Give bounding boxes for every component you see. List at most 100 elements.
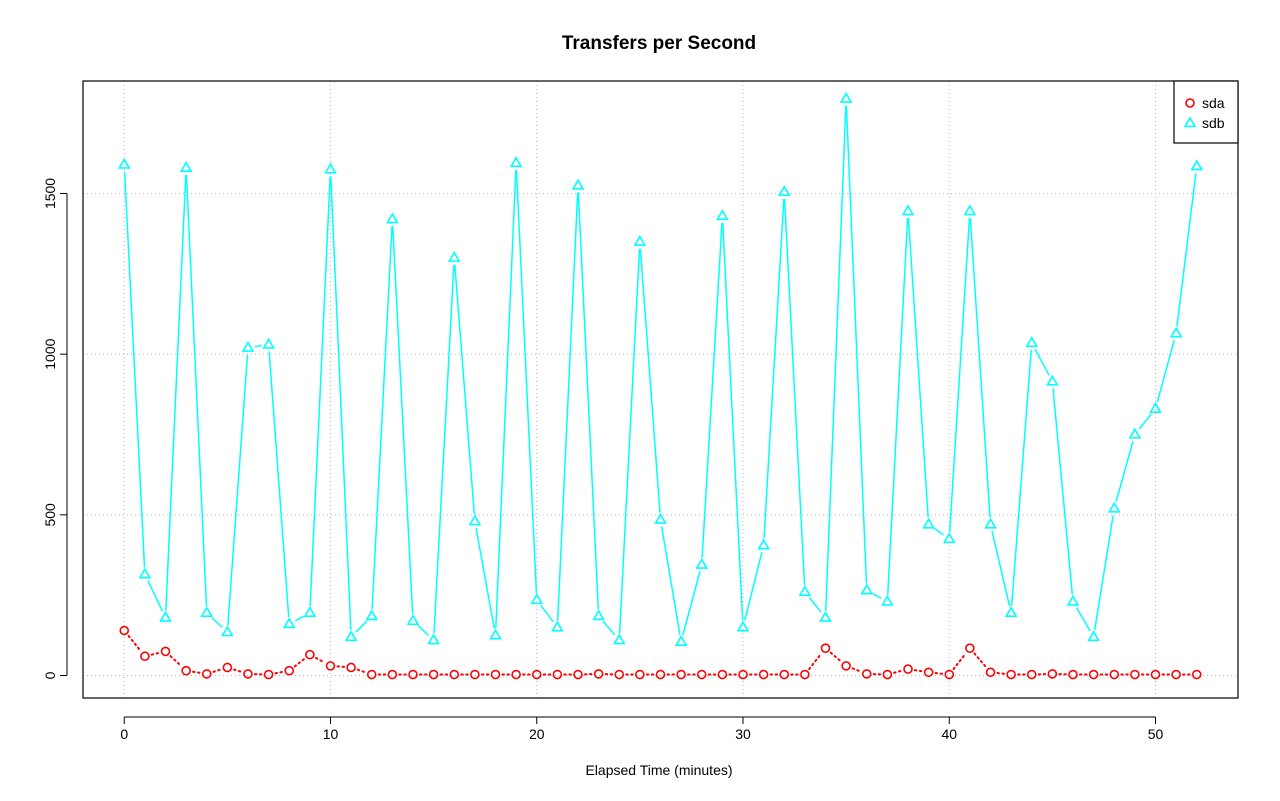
series-sdb-segment [1052, 388, 1074, 595]
series-sdb-segment [1156, 339, 1176, 403]
series-sda-segment [934, 672, 944, 675]
data-point-sdb [1025, 336, 1039, 348]
data-point-sda [696, 669, 707, 680]
series-sdb-segment [763, 198, 785, 539]
legend-marker-sdb [1183, 116, 1197, 128]
series-sdb-segment [1010, 349, 1032, 606]
series-sda [119, 625, 1202, 680]
series-sdb-segment [454, 264, 476, 515]
data-point-sdb [1004, 606, 1018, 618]
data-point-sda [573, 669, 583, 680]
data-point-sda [903, 664, 913, 674]
series-sdb-segment [268, 351, 290, 618]
series-sdb-segment [540, 605, 554, 623]
series-sdb-segment [808, 596, 822, 613]
data-point-sdb [489, 628, 502, 640]
data-point-sdb [757, 538, 770, 550]
data-point-sda [181, 665, 191, 676]
data-point-sdb [551, 620, 564, 632]
x-tick-label: 30 [735, 726, 751, 742]
data-point-sda [779, 669, 790, 680]
data-point-sdb [530, 593, 544, 605]
data-point-sdb [427, 633, 440, 645]
data-point-sda [1109, 669, 1120, 680]
series-sda-segment [973, 652, 987, 668]
data-point-sdb [963, 204, 977, 216]
series-sda-segment [851, 667, 862, 673]
data-point-sdb [922, 517, 935, 529]
data-point-sdb [221, 625, 234, 637]
data-point-sda [1171, 669, 1181, 680]
data-point-sdb [365, 609, 379, 621]
data-point-sda [593, 669, 604, 679]
series-sdb-segment [355, 620, 368, 633]
series-sda-segment [293, 657, 306, 668]
data-point-sdb [571, 178, 585, 190]
data-point-sdb [344, 630, 358, 642]
x-tick-label: 20 [529, 726, 545, 742]
series-sda-segment [356, 668, 367, 674]
data-point-sda [552, 669, 563, 680]
data-point-sda [531, 669, 542, 680]
data-point-sda [1006, 669, 1016, 680]
data-point-sdb [839, 91, 853, 103]
data-point-sda [511, 669, 521, 680]
data-point-sda [490, 669, 501, 680]
series-sdb-segment [254, 344, 262, 348]
series-sdb-segment [969, 218, 991, 518]
data-point-sdb [1066, 594, 1080, 606]
series-sdb-segment [1176, 173, 1197, 327]
series-sdb-segment [330, 176, 352, 630]
plot-border [82, 80, 1239, 699]
data-point-sda [1047, 669, 1058, 679]
series-sdb-segment [515, 169, 538, 594]
data-point-sdb [881, 594, 894, 606]
data-point-sdb [736, 620, 750, 632]
series [117, 91, 1204, 680]
data-point-sda [635, 669, 645, 680]
data-point-sdb [262, 337, 275, 349]
data-point-sdb [592, 609, 605, 621]
series-sdb-segment [211, 617, 223, 628]
legend-box [1173, 80, 1239, 144]
series-sda-segment [192, 670, 201, 674]
data-point-sda [222, 662, 233, 673]
data-point-sda [985, 667, 996, 678]
series-sdb-segment [417, 625, 430, 636]
data-point-sdb [324, 162, 337, 174]
data-point-sdb [798, 585, 812, 597]
series-sda-segment [893, 669, 903, 674]
data-point-sdb [860, 583, 874, 595]
chart-title: Transfers per Second [562, 33, 756, 54]
series-sdb-segment [933, 527, 944, 536]
data-point-sdb [1128, 427, 1142, 439]
data-point-sda [923, 667, 934, 678]
data-point-sda [738, 669, 748, 680]
series-sda-segment [233, 668, 243, 673]
y-tick-label: 500 [42, 503, 58, 527]
data-point-sda [470, 669, 480, 680]
data-point-sdb [1107, 501, 1121, 513]
data-point-sda [882, 669, 893, 680]
data-point-sda [944, 669, 955, 680]
data-point-sda [346, 662, 356, 673]
data-point-sda [1068, 669, 1078, 680]
series-sdb-segment [682, 571, 701, 636]
x-tick-label: 0 [120, 726, 128, 742]
data-point-sdb [386, 212, 399, 224]
series-sdb-segment [907, 218, 929, 518]
data-point-sdb [1169, 326, 1183, 338]
data-point-sdb [303, 606, 317, 618]
data-point-sda [676, 669, 686, 680]
data-point-sdb [716, 209, 729, 221]
data-point-sda [758, 669, 769, 680]
series-sdb-segment [1075, 607, 1091, 632]
series-sda-segment [336, 665, 346, 668]
data-point-sda [325, 661, 336, 671]
series-sdb-segment [577, 192, 600, 610]
data-point-sdb [406, 614, 420, 626]
series-sdb [117, 91, 1204, 646]
